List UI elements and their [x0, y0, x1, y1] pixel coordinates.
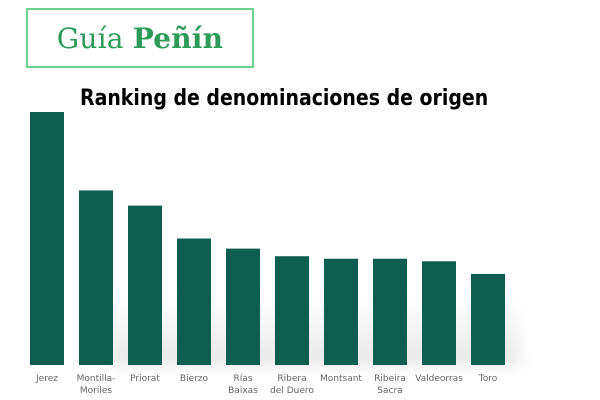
x-tick-label: Toro: [478, 374, 498, 384]
bar-6: [324, 258, 358, 365]
x-tick-label: Priorat: [130, 374, 160, 384]
bar-1: [79, 190, 113, 365]
logo-text-guia: Guía: [56, 21, 133, 55]
bar-8: [422, 261, 456, 365]
x-tick-label: Bierzo: [180, 374, 209, 384]
bar-5: [275, 256, 309, 365]
x-tick-label: Rías Baixas: [228, 374, 258, 396]
bar-2: [128, 205, 162, 365]
logo-text: Guía Peñín: [57, 22, 223, 55]
x-tick-label: Jerez: [35, 374, 58, 384]
x-tick-label: Valdeorras: [415, 374, 463, 384]
bar-9: [471, 273, 505, 365]
x-tick-label: Ribeira Sacra: [374, 374, 406, 396]
bar-7: [373, 258, 407, 365]
logo-text-penin: Peñín: [132, 21, 224, 55]
x-tick-label: Montilla-Moriles: [77, 374, 116, 396]
chart-title: Ranking de denominaciones de origen: [80, 86, 489, 111]
bar-4: [226, 248, 260, 365]
x-tick-label: Ribera del Duero: [270, 374, 314, 396]
bar-3: [177, 238, 211, 365]
x-tick-label: Montsant: [320, 374, 362, 384]
bar-0: [30, 112, 64, 365]
logo: Guía Peñín: [26, 8, 254, 68]
